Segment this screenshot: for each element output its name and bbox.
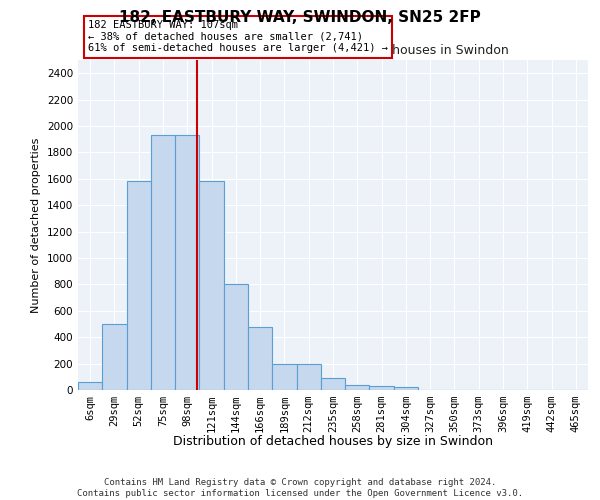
Bar: [224, 284, 248, 390]
Bar: [394, 386, 418, 390]
Title: Size of property relative to detached houses in Swindon: Size of property relative to detached ho…: [158, 44, 508, 58]
Bar: [102, 324, 127, 390]
Bar: [175, 135, 199, 390]
Bar: [199, 182, 224, 390]
Bar: [127, 182, 151, 390]
Text: 182, EASTBURY WAY, SWINDON, SN25 2FP: 182, EASTBURY WAY, SWINDON, SN25 2FP: [119, 10, 481, 25]
Y-axis label: Number of detached properties: Number of detached properties: [31, 138, 41, 312]
X-axis label: Distribution of detached houses by size in Swindon: Distribution of detached houses by size …: [173, 435, 493, 448]
Bar: [321, 378, 345, 390]
Bar: [370, 386, 394, 390]
Bar: [272, 364, 296, 390]
Bar: [248, 326, 272, 390]
Bar: [296, 364, 321, 390]
Bar: [151, 135, 175, 390]
Bar: [78, 382, 102, 390]
Text: Contains HM Land Registry data © Crown copyright and database right 2024.
Contai: Contains HM Land Registry data © Crown c…: [77, 478, 523, 498]
Text: 182 EASTBURY WAY: 107sqm
← 38% of detached houses are smaller (2,741)
61% of sem: 182 EASTBURY WAY: 107sqm ← 38% of detach…: [88, 20, 388, 54]
Bar: [345, 386, 370, 390]
